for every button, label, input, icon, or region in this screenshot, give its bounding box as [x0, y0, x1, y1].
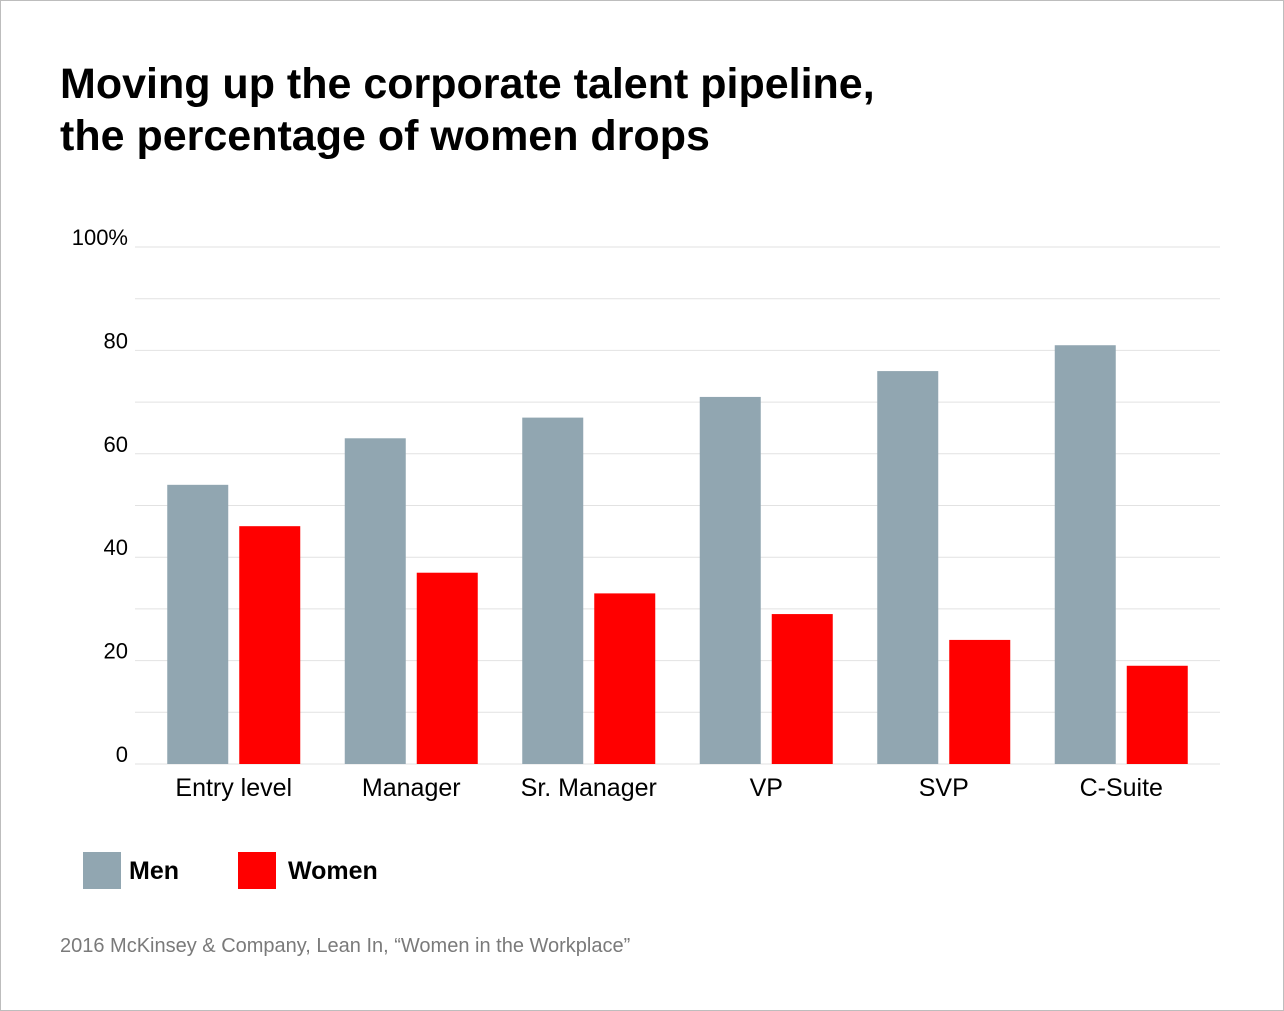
y-tick-label: 60	[104, 432, 128, 457]
bar-men-entry-level	[167, 484, 229, 764]
x-category-label: SVP	[919, 774, 969, 802]
bar-men-sr-manager	[522, 417, 584, 764]
legend-label-men: Men	[129, 857, 179, 885]
source-note: 2016 McKinsey & Company, Lean In, “Women…	[60, 935, 631, 957]
x-category-label: Manager	[362, 774, 461, 802]
x-category-label: Sr. Manager	[521, 774, 657, 802]
bar-men-svp	[877, 371, 939, 764]
bar-women-entry-level	[239, 526, 301, 764]
legend-label-women: Women	[288, 857, 378, 885]
chart-title-line-2: the percentage of women drops	[60, 112, 710, 160]
chart-title-line-1: Moving up the corporate talent pipeline,	[60, 60, 875, 108]
x-category-label: VP	[750, 774, 783, 802]
x-category-label: Entry level	[175, 774, 292, 802]
bar-women-vp	[771, 614, 833, 764]
bar-women-c-suite	[1126, 665, 1188, 764]
bar-men-manager	[344, 438, 406, 764]
bar-women-svp	[949, 639, 1011, 764]
legend-swatch-women	[238, 852, 276, 889]
chart-title: Moving up the corporate talent pipeline,…	[60, 58, 875, 162]
bar-men-vp	[699, 396, 761, 764]
bar-women-sr-manager	[594, 593, 656, 764]
y-tick-label: 80	[104, 328, 128, 353]
y-tick-label: 20	[104, 639, 128, 664]
bar-women-manager	[416, 572, 478, 764]
y-tick-label: 40	[104, 535, 128, 560]
bar-men-c-suite	[1054, 345, 1116, 764]
y-tick-label: 0	[116, 742, 128, 767]
y-tick-label: 100%	[72, 225, 128, 250]
x-category-label: C-Suite	[1080, 774, 1163, 802]
legend-swatch-men	[83, 852, 121, 889]
